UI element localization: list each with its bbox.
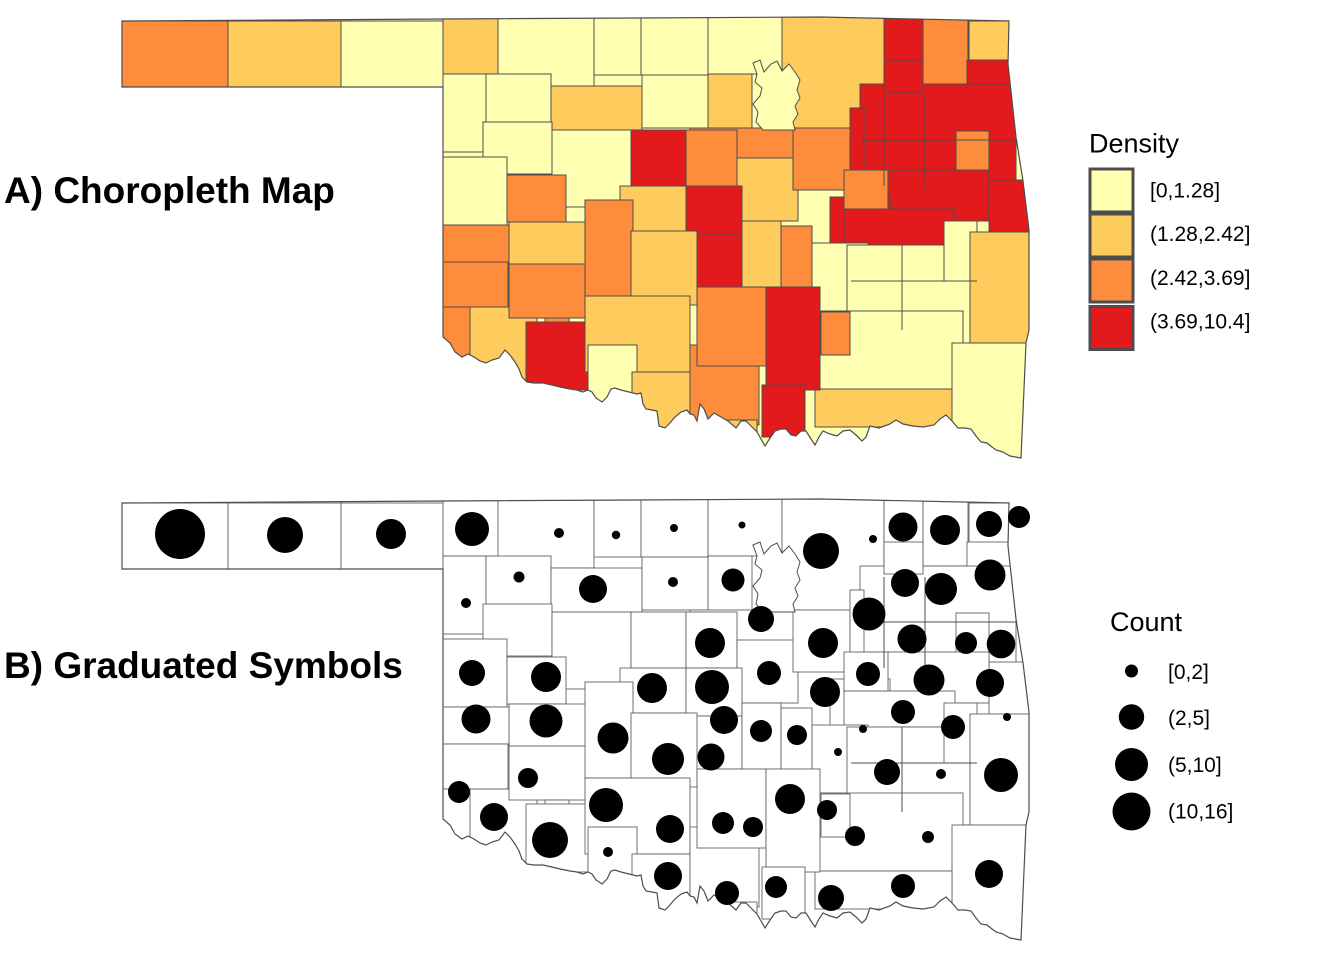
svg-text:(2,5]: (2,5] [1168,707,1210,730]
svg-text:(5,10]: (5,10] [1168,754,1222,777]
svg-text:[0,1.28]: [0,1.28] [1150,180,1220,203]
svg-text:(10,16]: (10,16] [1168,801,1233,824]
svg-text:Density: Density [1089,129,1180,159]
svg-text:B) Graduated Symbols: B) Graduated Symbols [4,645,403,686]
svg-text:Count: Count [1110,607,1183,637]
svg-text:(3.69,10.4]: (3.69,10.4] [1150,311,1250,334]
svg-text:A) Choropleth Map: A) Choropleth Map [4,170,335,211]
svg-text:(1.28,2.42]: (1.28,2.42] [1150,223,1250,246]
svg-text:(2.42,3.69]: (2.42,3.69] [1150,267,1250,290]
svg-text:[0,2]: [0,2] [1168,661,1209,684]
